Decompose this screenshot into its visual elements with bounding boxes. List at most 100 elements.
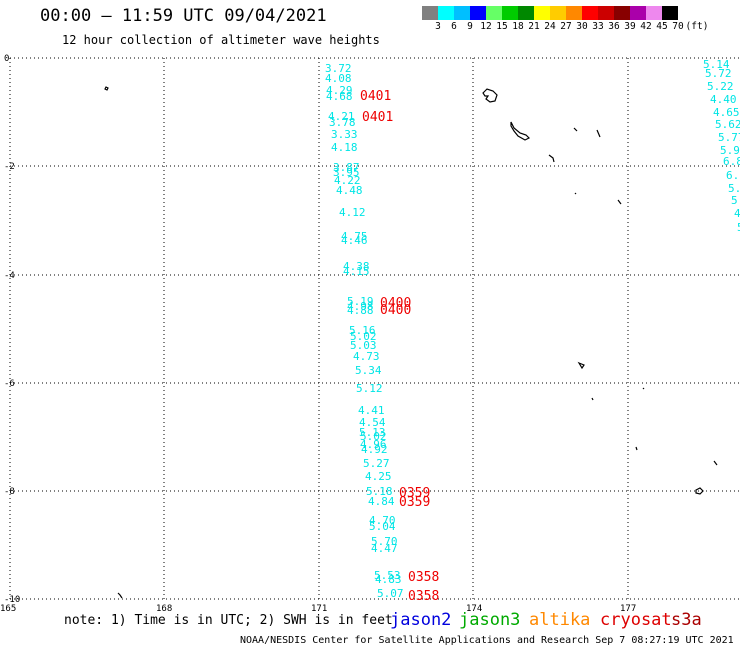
colorbar-swatch — [534, 6, 550, 20]
colorbar-label: 3 — [435, 21, 441, 32]
wave-height-value: 4.73 — [353, 350, 380, 363]
colorbar-swatch — [454, 6, 470, 20]
wave-height-value: 5.03 — [350, 339, 377, 352]
wave-height-value: 4.12 — [339, 206, 366, 219]
wave-height-value: 5.94 — [720, 144, 740, 157]
wave-height-value: 4.08 — [325, 72, 352, 85]
wave-height-value: 6.8 — [723, 155, 740, 168]
wave-height-value: 5.12 — [356, 382, 383, 395]
wave-height-value: 3.95 — [333, 166, 360, 179]
colorbar-label: 70 — [672, 21, 684, 32]
wave-height-value: 4.98 — [347, 300, 374, 313]
colorbar-swatch — [630, 6, 646, 20]
island-outline — [574, 192, 577, 195]
time-label: 0358 — [408, 570, 439, 585]
colorbar-label: 36 — [608, 21, 620, 32]
map-footer: NOAA/NESDIS Center for Satellite Applica… — [240, 635, 734, 646]
wave-height-value: 4.75 — [341, 230, 368, 243]
satellite-legend-item: jason3 — [459, 610, 521, 630]
wave-height-value: 4.70 — [369, 514, 396, 527]
colorbar-swatch — [646, 6, 662, 20]
colorbar-label: 21 — [528, 21, 540, 32]
wave-height-value: 4.18 — [331, 141, 358, 154]
wave-height-value: 4.84 — [368, 495, 395, 508]
colorbar-swatch — [438, 6, 454, 20]
time-label: 0359 — [399, 495, 430, 510]
colorbar-label: 42 — [640, 21, 652, 32]
time-label: 0401 — [362, 110, 393, 125]
y-tick-label: -4 — [4, 271, 15, 281]
wave-height-value: 5 — [737, 221, 740, 234]
y-tick-label: 0 — [4, 54, 9, 64]
wave-height-value: 5.34 — [355, 364, 382, 377]
colorbar-label: 9 — [467, 21, 473, 32]
island-outline — [548, 154, 555, 163]
wave-height-value: 5.07 — [377, 587, 404, 600]
altimeter-track-2: 5.145.725.224.404.655.625.775.946.86.15.… — [703, 58, 740, 234]
island-outline — [596, 129, 601, 138]
island-outline — [104, 86, 109, 91]
wave-height-value: 4.68 — [326, 90, 353, 103]
x-tick-label: 174 — [466, 604, 482, 614]
wave-height-value: 4.96 — [360, 438, 387, 451]
wave-height-value: 4.47 — [371, 542, 398, 555]
colorbar-label: 27 — [560, 21, 572, 32]
wave-height-value: 5.19 — [347, 295, 374, 308]
time-label: 0358 — [408, 589, 439, 604]
island-outline — [695, 487, 704, 495]
wave-height-value: 4.21 — [328, 110, 355, 123]
colorbar-swatch — [662, 6, 678, 20]
colorbar-swatch — [486, 6, 502, 20]
wave-height-value: 5.13 — [359, 426, 386, 439]
wave-height-value: 5. — [731, 194, 740, 207]
wave-height-value: 5.70 — [371, 535, 398, 548]
wave-height-value: 5.16 — [349, 324, 376, 337]
wave-height-value: 5.62 — [715, 118, 740, 131]
wave-height-value: 3.78 — [329, 116, 356, 129]
colorbar-label: 6 — [451, 21, 457, 32]
wave-height-value: 5. — [728, 182, 740, 195]
island-outline — [577, 361, 585, 370]
island-outline — [117, 592, 123, 599]
colorbar-swatch — [550, 6, 566, 20]
colorbar-swatch — [518, 6, 534, 20]
wave-height-value: 4.15 — [343, 265, 370, 278]
island-outline — [617, 199, 622, 205]
y-tick-label: -6 — [4, 379, 15, 389]
wave-height-value: 5.53 — [374, 569, 401, 582]
wave-height-value: 5.02 — [360, 430, 387, 443]
wave-height-value: 5.04 — [369, 520, 396, 533]
wave-height-value: 5.27 — [363, 457, 390, 470]
wave-height-value: 4.46 — [341, 234, 368, 247]
colorbar-swatch — [582, 6, 598, 20]
colorbar-swatch — [566, 6, 582, 20]
wave-height-value: 3.33 — [331, 128, 358, 141]
time-label: 0401 — [360, 89, 391, 104]
map-subtitle: 12 hour collection of altimeter wave hei… — [62, 33, 380, 47]
wave-height-value: 3.72 — [325, 62, 352, 75]
x-tick-label: 177 — [620, 604, 636, 614]
island-outline — [635, 446, 638, 451]
wave-height-value: 4 — [734, 207, 740, 220]
wave-height-value: 4.25 — [365, 470, 392, 483]
time-label: 0400 — [380, 303, 411, 318]
x-tick-label: 168 — [156, 604, 172, 614]
satellite-legend-item: jason2 — [390, 610, 452, 630]
wave-height-value: 4.54 — [359, 416, 386, 429]
wave-height-value: 3.87 — [333, 161, 360, 174]
wave-height-value: 6.1 — [726, 169, 740, 182]
map-title: 00:00 – 11:59 UTC 09/04/2021 — [40, 6, 327, 26]
satellite-legend-item: s3a — [671, 610, 702, 630]
island-outline — [713, 460, 718, 466]
wave-height-value: 4.40 — [710, 93, 737, 106]
y-tick-label: -2 — [4, 162, 15, 172]
colorbar-label: 33 — [592, 21, 604, 32]
wave-height-value: 5.18 — [366, 485, 393, 498]
altimeter-track-1: 3.724.084.294.68 4.213.783.334.18 3.873.95… — [325, 62, 404, 600]
x-tick-label: 171 — [311, 604, 327, 614]
wave-height-value: 4.83 — [375, 573, 402, 586]
wave-height-value: 4.41 — [358, 404, 385, 417]
